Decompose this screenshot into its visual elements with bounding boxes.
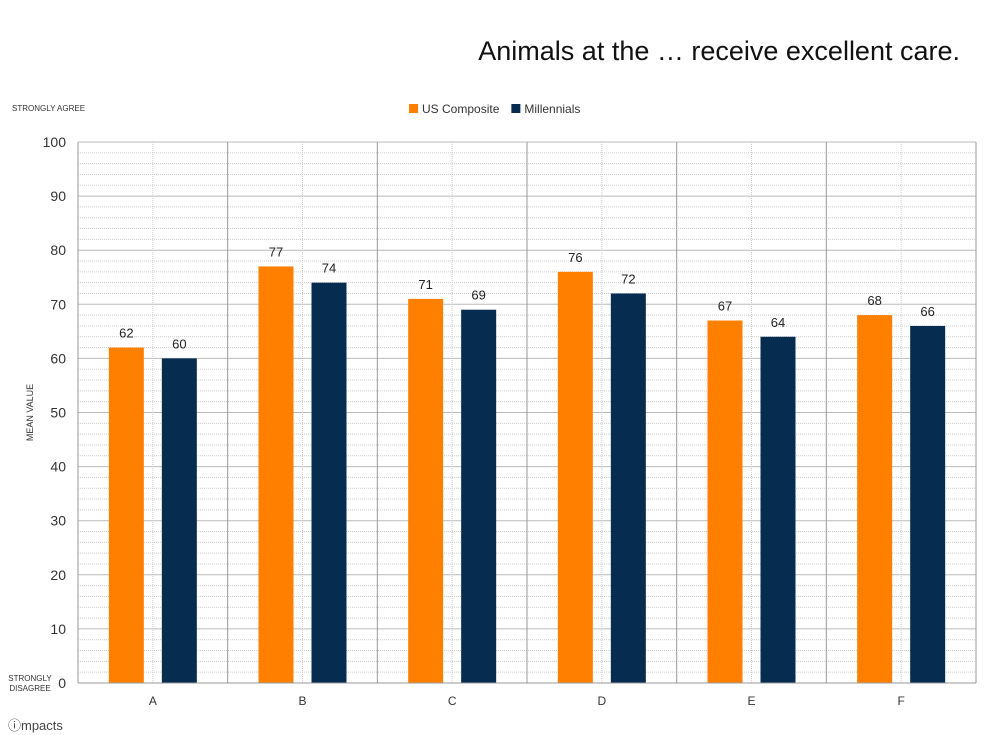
legend-label: US Composite [422,102,500,116]
bar-us-composite [408,298,444,683]
y-tick-label: 10 [50,621,66,637]
y-axis-label: MEAN VALUE [25,384,35,441]
data-label: 76 [568,250,582,265]
y-tick-label: 0 [58,675,66,691]
y-tick-label: 80 [50,242,66,258]
legend-label: Millennials [524,102,580,116]
data-label: 72 [621,271,635,286]
data-label: 64 [771,315,785,330]
bar-millennials [161,358,197,683]
data-label: 60 [172,336,186,351]
x-tick-label: E [747,694,755,708]
bar-us-composite [258,266,294,683]
bar-millennials [610,293,646,683]
x-tick-label: C [448,694,457,708]
bar-us-composite [857,315,893,683]
strongly-agree-label: STRONGLY AGREE [12,104,86,113]
strongly-disagree-label: STRONGLY DISAGREE [8,674,52,693]
y-tick-label: 40 [50,459,66,475]
x-tick-label: A [149,694,157,708]
bar-millennials [461,309,497,683]
y-tick-label: 60 [50,350,66,366]
bar-millennials [760,336,796,683]
y-tick-label: 100 [43,134,67,150]
y-tick-label: 50 [50,405,66,421]
data-label: 66 [920,304,934,319]
data-label: 71 [418,277,432,292]
data-label: 68 [867,293,881,308]
chart-title: Animals at the … receive excellent care. [478,36,960,66]
data-label: 69 [471,288,485,303]
x-tick-label: B [298,694,306,708]
data-label: 67 [718,299,732,314]
bar-millennials [910,325,946,683]
bar-us-composite [108,347,144,683]
bar-us-composite [557,271,593,683]
legend-swatch [511,104,521,113]
impacts-logo: ⓘmpacts [8,718,63,733]
data-label: 74 [322,261,336,276]
y-tick-label: 20 [50,567,66,583]
legend-swatch [409,104,418,113]
y-tick-label: 30 [50,513,66,529]
x-tick-label: D [597,694,606,708]
y-tick-label: 70 [50,296,66,312]
x-tick-label: F [897,694,904,708]
bar-millennials [311,282,347,683]
data-label: 62 [119,326,133,341]
y-tick-label: 90 [50,188,66,204]
bar-us-composite [707,320,743,683]
data-label: 77 [269,244,283,259]
